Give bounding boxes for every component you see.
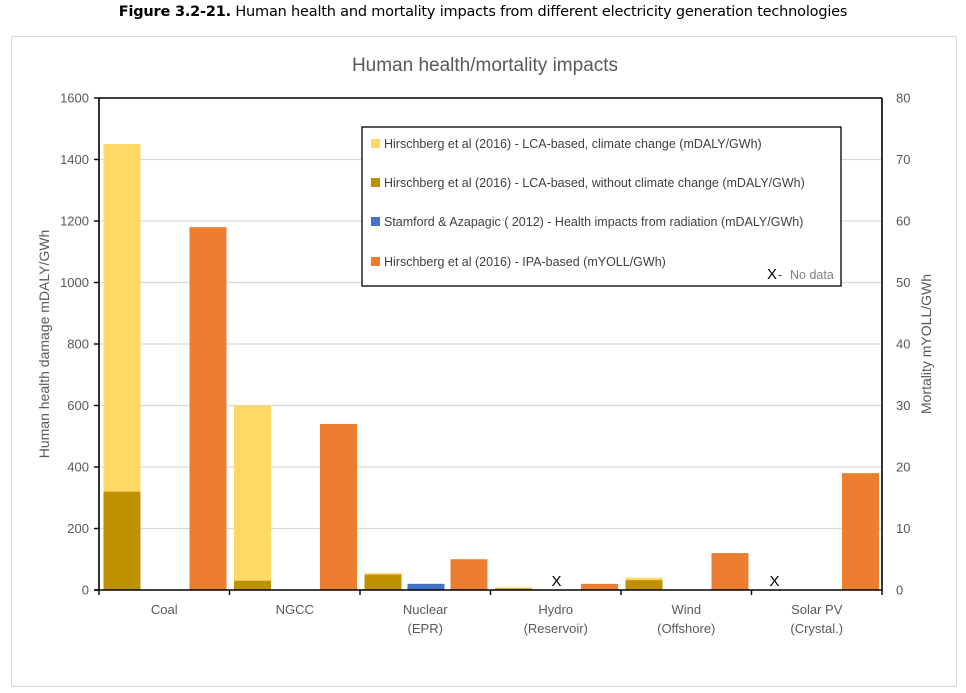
right-axis-title: Mortality mYOLL/GWh (918, 274, 934, 414)
legend-no-data-separator: - (778, 268, 782, 282)
category-label: NGCC (276, 602, 314, 617)
right-tick-label: 80 (896, 91, 910, 106)
category-label: Nuclear (403, 602, 448, 617)
left-tick-label: 1000 (60, 275, 89, 290)
bars (103, 144, 879, 590)
bar-series-4 (711, 553, 749, 590)
legend-no-data-label: No data (790, 268, 834, 282)
bar-series-4 (842, 473, 879, 590)
category-label-line2: (Crystal.) (790, 621, 843, 636)
bar-series-4 (581, 583, 618, 590)
legend-entry-label: Hirschberg et al (2016) - LCA-based, wit… (384, 176, 805, 190)
bar-series-4 (189, 227, 227, 590)
legend-entry-label: Stamford & Azapagic ( 2012) - Health imp… (384, 215, 803, 229)
legend: Hirschberg et al (2016) - LCA-based, cli… (361, 126, 842, 287)
figure-number: Figure 3.2-21. (118, 4, 231, 20)
legend-swatch (371, 178, 380, 187)
right-tick-label: 50 (896, 275, 910, 290)
left-tick-label: 1600 (60, 91, 89, 106)
no-data-marker: X (551, 573, 561, 590)
axes (94, 97, 883, 595)
left-tick-label: 1400 (60, 152, 89, 167)
legend-swatch (371, 217, 380, 226)
left-tick-label: 800 (67, 337, 89, 352)
bar-series-2 (364, 574, 402, 590)
figure-caption-text: Human health and mortality impacts from … (230, 4, 848, 20)
bar-series-4 (320, 423, 357, 590)
right-tick-label: 60 (896, 214, 910, 229)
category-label: Solar PV (791, 602, 843, 617)
right-axis-ticks: 0 10 20 30 40 50 60 70 80 (896, 91, 910, 598)
legend-entry-label: Hirschberg et al (2016) - LCA-based, cli… (384, 137, 762, 151)
bar-series-2 (625, 580, 663, 590)
right-tick-label: 10 (896, 521, 910, 536)
no-data-marker: X (769, 573, 779, 590)
category-label-line2: (EPR) (408, 621, 443, 636)
left-tick-label: 0 (82, 583, 89, 598)
right-tick-label: 70 (896, 152, 910, 167)
bar-series-1 (234, 405, 271, 590)
legend-no-data-symbol: X (767, 266, 777, 283)
bar-series-3 (407, 583, 445, 590)
right-tick-label: 20 (896, 460, 910, 475)
chart-title: Human health/mortality impacts (352, 55, 618, 76)
left-axis-ticks: 0 200 400 600 800 1000 1200 1400 1600 (60, 91, 99, 598)
left-axis-title: Human health damage mDALY/GWh (36, 230, 52, 459)
legend-swatch (371, 139, 380, 148)
left-tick-label: 600 (67, 398, 89, 413)
right-tick-label: 30 (896, 398, 910, 413)
category-labels: Coal NGCC Nuclear (EPR) Hydro (Reservoir) Wind… (151, 602, 843, 636)
legend-box (361, 126, 842, 287)
left-tick-label: 400 (67, 460, 89, 475)
right-tick-label: 40 (896, 337, 910, 352)
bar-series-4 (450, 559, 488, 590)
figure-caption: Figure 3.2-21. Human health and mortalit… (0, 4, 966, 20)
category-label: Coal (151, 602, 178, 617)
bar-series-2 (103, 491, 141, 590)
right-tick-label: 0 (896, 583, 903, 598)
left-tick-label: 200 (67, 521, 89, 536)
category-label: Hydro (538, 602, 573, 617)
left-tick-label: 1200 (60, 214, 89, 229)
category-label-line2: (Offshore) (657, 621, 715, 636)
legend-entry-label: Hirschberg et al (2016) - IPA-based (mYO… (384, 255, 666, 269)
legend-swatch (371, 257, 380, 266)
bar-series-2 (234, 580, 271, 590)
category-label-line2: (Reservoir) (524, 621, 588, 636)
category-label: Wind (671, 602, 701, 617)
